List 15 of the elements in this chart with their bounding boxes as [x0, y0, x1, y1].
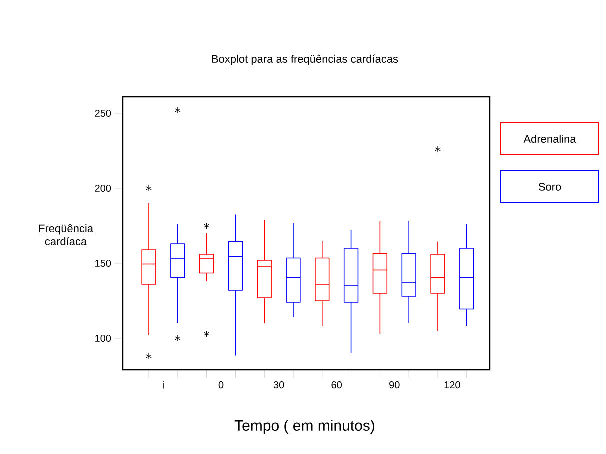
x-tick-label: 120	[444, 382, 460, 389]
text: Adrenalina	[524, 134, 576, 144]
y-tick-label: 150	[96, 260, 112, 268]
y-tick-label: 250	[95, 110, 112, 118]
chart-title: Boxplot para as freqüências cardíacas	[212, 54, 398, 66]
y-tick-label: 200	[95, 184, 112, 192]
x-axis-title: Tempo ( em minutos)	[234, 420, 374, 434]
x-tick-label: 0	[218, 382, 224, 389]
y-tick-label: 100	[96, 334, 112, 342]
x-tick-label: 30	[274, 382, 284, 389]
text: Soro	[538, 183, 562, 191]
x-tick-label: 60	[332, 382, 342, 389]
x-tick-label: i	[163, 382, 164, 389]
x-tick-label: 90	[390, 382, 400, 389]
y-axis-title: Freqüência cardíaca	[39, 224, 94, 246]
